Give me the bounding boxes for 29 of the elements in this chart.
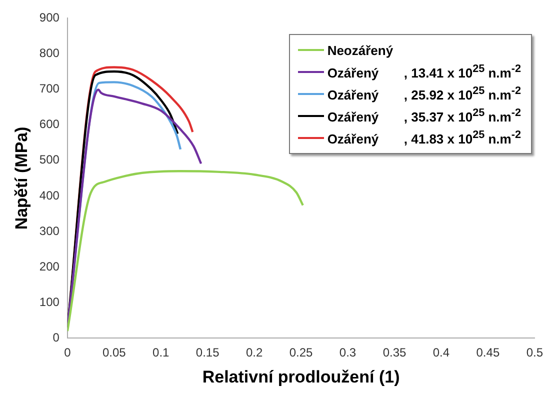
y-tick-label: 900 bbox=[39, 10, 60, 25]
x-tick-label: 0.1 bbox=[152, 346, 170, 360]
legend-label: Ozářený , 35.37 x 10$^{25}$ n.m$^{-2}$ bbox=[327, 107, 521, 125]
y-tick-label: 700 bbox=[39, 82, 60, 96]
y-tick-label: 300 bbox=[39, 224, 60, 238]
x-tick-label: 0.05 bbox=[102, 346, 126, 360]
y-tick-label: 200 bbox=[39, 259, 60, 274]
legend-label: Neozářený bbox=[327, 42, 394, 58]
y-tick-label: 500 bbox=[39, 152, 60, 167]
x-tick-label: 0 bbox=[64, 346, 72, 360]
x-tick-label: 0.5 bbox=[526, 346, 544, 360]
y-tick-label: 100 bbox=[39, 294, 60, 309]
x-tick-label: 0.35 bbox=[382, 346, 406, 360]
y-tick-label: 0 bbox=[52, 330, 60, 345]
x-axis-title: Relativní prodloužení (1) bbox=[202, 367, 400, 386]
y-tick-label: 800 bbox=[39, 46, 60, 60]
x-tick-label: 0.15 bbox=[196, 346, 220, 360]
line-series bbox=[67, 170, 304, 332]
x-tick-label: 0.2 bbox=[246, 346, 263, 360]
x-tick-label: 0.45 bbox=[476, 346, 500, 360]
x-tick-label: 0.4 bbox=[432, 346, 450, 360]
x-tick-label: 0.3 bbox=[339, 346, 356, 360]
y-axis-title: Napětí (MPa) bbox=[12, 126, 31, 230]
legend-label: Ozářený , 13.41 x 10$^{25}$ n.m$^{-2}$ bbox=[327, 63, 521, 81]
y-tick-label: 600 bbox=[39, 117, 60, 132]
legend-label: Ozářený , 41.83 x 10$^{25}$ n.m$^{-2}$ bbox=[327, 129, 521, 147]
legend-label: Ozářený , 25.92 x 10$^{25}$ n.m$^{-2}$ bbox=[327, 85, 521, 103]
y-tick-label: 400 bbox=[39, 188, 60, 202]
x-tick-label: 0.25 bbox=[289, 346, 314, 360]
